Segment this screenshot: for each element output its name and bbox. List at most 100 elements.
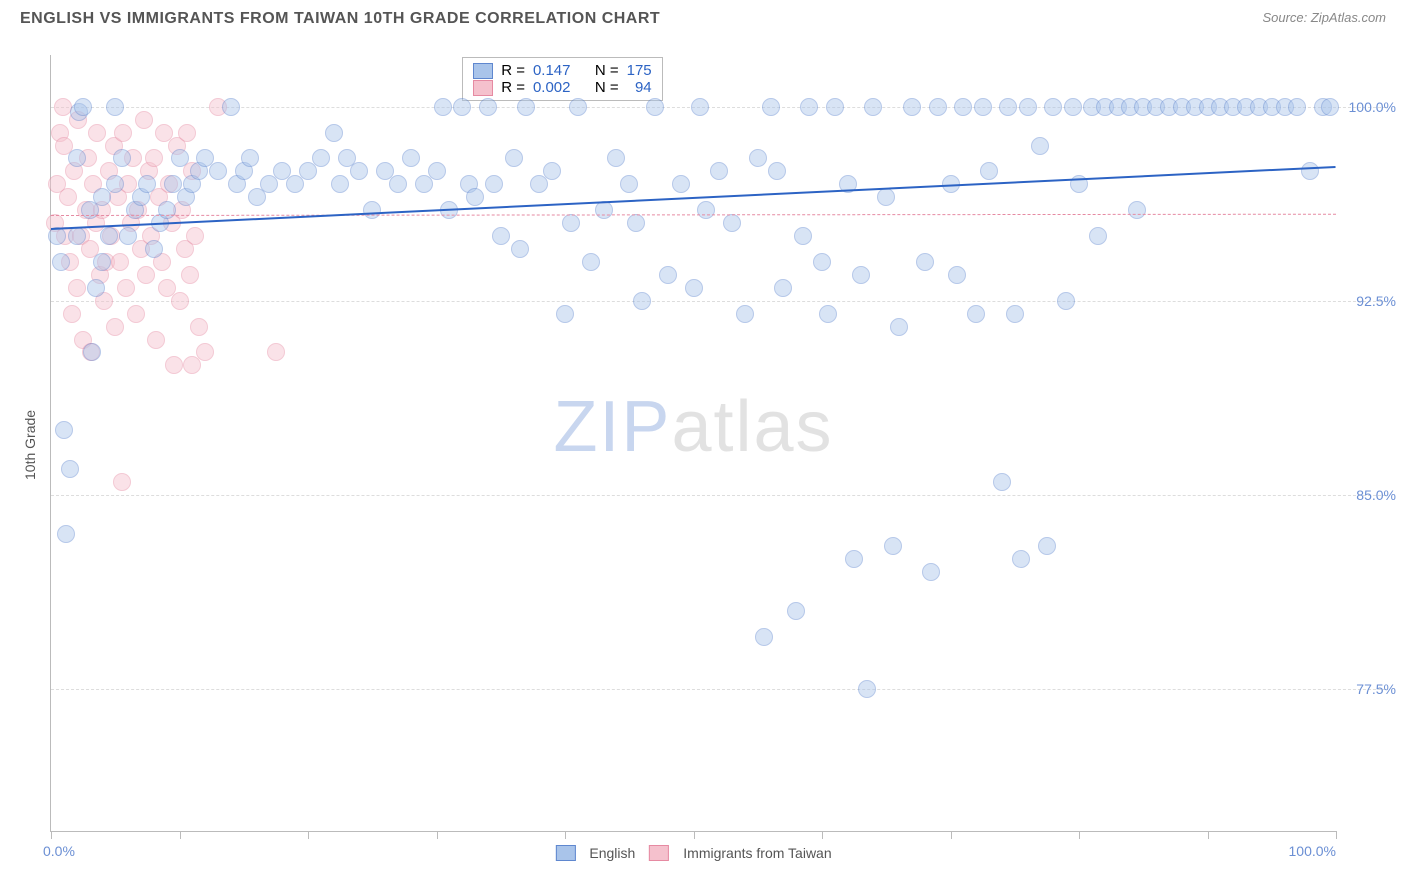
data-point-english bbox=[479, 98, 497, 116]
data-point-english bbox=[1128, 201, 1146, 219]
data-point-english bbox=[845, 550, 863, 568]
y-tick-label: 100.0% bbox=[1349, 99, 1396, 115]
data-point-english bbox=[852, 266, 870, 284]
data-point-english bbox=[595, 201, 613, 219]
data-point-english bbox=[620, 175, 638, 193]
data-point-english bbox=[762, 98, 780, 116]
x-axis-max-label: 100.0% bbox=[1289, 843, 1336, 859]
data-point-english bbox=[697, 201, 715, 219]
data-point-taiwan bbox=[147, 331, 165, 349]
data-point-taiwan bbox=[183, 356, 201, 374]
data-point-english bbox=[736, 305, 754, 323]
data-point-english bbox=[794, 227, 812, 245]
data-point-english bbox=[453, 98, 471, 116]
data-point-english bbox=[819, 305, 837, 323]
data-point-english bbox=[787, 602, 805, 620]
data-point-english bbox=[1038, 537, 1056, 555]
data-point-english bbox=[749, 149, 767, 167]
n-value-english: 175 bbox=[627, 62, 652, 79]
data-point-english bbox=[1301, 162, 1319, 180]
data-point-english bbox=[929, 98, 947, 116]
data-point-english bbox=[87, 279, 105, 297]
x-tick bbox=[1208, 831, 1209, 839]
data-point-english bbox=[138, 175, 156, 193]
data-point-taiwan bbox=[127, 305, 145, 323]
data-point-english bbox=[402, 149, 420, 167]
x-tick bbox=[180, 831, 181, 839]
chart-header: ENGLISH VS IMMIGRANTS FROM TAIWAN 10TH G… bbox=[0, 0, 1406, 28]
data-point-taiwan bbox=[59, 188, 77, 206]
data-point-english bbox=[1044, 98, 1062, 116]
data-point-english bbox=[106, 98, 124, 116]
data-point-english bbox=[363, 201, 381, 219]
r-label: R = bbox=[501, 79, 525, 96]
data-point-taiwan bbox=[113, 473, 131, 491]
data-point-english bbox=[222, 98, 240, 116]
data-point-english bbox=[61, 460, 79, 478]
legend-label-english: English bbox=[589, 845, 635, 861]
data-point-english bbox=[916, 253, 934, 271]
data-point-english bbox=[57, 525, 75, 543]
data-point-english bbox=[627, 214, 645, 232]
data-point-taiwan bbox=[190, 318, 208, 336]
data-point-english bbox=[890, 318, 908, 336]
data-point-taiwan bbox=[267, 343, 285, 361]
n-label: N = bbox=[595, 62, 619, 79]
data-point-english bbox=[768, 162, 786, 180]
data-point-taiwan bbox=[178, 124, 196, 142]
data-point-english bbox=[68, 227, 86, 245]
data-point-english bbox=[145, 240, 163, 258]
data-point-english bbox=[106, 175, 124, 193]
x-tick bbox=[1079, 831, 1080, 839]
data-point-english bbox=[723, 214, 741, 232]
data-point-english bbox=[685, 279, 703, 297]
data-point-english bbox=[954, 98, 972, 116]
r-value-taiwan: 0.002 bbox=[533, 79, 571, 96]
data-point-taiwan bbox=[186, 227, 204, 245]
x-tick bbox=[822, 831, 823, 839]
data-point-taiwan bbox=[181, 266, 199, 284]
data-point-taiwan bbox=[135, 111, 153, 129]
scatter-chart: ZIPatlas R = 0.147 N = 175 R = 0.002 N =… bbox=[50, 55, 1336, 832]
x-tick bbox=[51, 831, 52, 839]
data-point-english bbox=[158, 201, 176, 219]
data-point-taiwan bbox=[165, 356, 183, 374]
data-point-english bbox=[350, 162, 368, 180]
data-point-english bbox=[922, 563, 940, 581]
y-tick-label: 77.5% bbox=[1356, 681, 1396, 697]
data-point-english bbox=[607, 149, 625, 167]
data-point-taiwan bbox=[88, 124, 106, 142]
data-point-english bbox=[517, 98, 535, 116]
data-point-english bbox=[556, 305, 574, 323]
r-value-english: 0.147 bbox=[533, 62, 571, 79]
data-point-english bbox=[877, 188, 895, 206]
data-point-taiwan bbox=[145, 149, 163, 167]
data-point-english bbox=[1057, 292, 1075, 310]
data-point-english bbox=[1019, 98, 1037, 116]
data-point-english bbox=[93, 253, 111, 271]
data-point-english bbox=[672, 175, 690, 193]
data-point-english bbox=[312, 149, 330, 167]
data-point-english bbox=[1321, 98, 1339, 116]
data-point-english bbox=[74, 98, 92, 116]
data-point-english bbox=[485, 175, 503, 193]
data-point-english bbox=[466, 188, 484, 206]
gridline bbox=[51, 301, 1386, 302]
data-point-english bbox=[1006, 305, 1024, 323]
x-tick bbox=[437, 831, 438, 839]
data-point-english bbox=[710, 162, 728, 180]
n-label: N = bbox=[595, 79, 619, 96]
data-point-english bbox=[582, 253, 600, 271]
data-point-english bbox=[993, 473, 1011, 491]
swatch-english bbox=[473, 63, 493, 79]
data-point-english bbox=[1064, 98, 1082, 116]
data-point-english bbox=[389, 175, 407, 193]
data-point-english bbox=[511, 240, 529, 258]
chart-source: Source: ZipAtlas.com bbox=[1262, 10, 1386, 25]
n-value-taiwan: 94 bbox=[627, 79, 652, 96]
data-point-english bbox=[691, 98, 709, 116]
data-point-english bbox=[1031, 137, 1049, 155]
x-tick bbox=[951, 831, 952, 839]
y-tick-label: 92.5% bbox=[1356, 293, 1396, 309]
data-point-english bbox=[55, 421, 73, 439]
